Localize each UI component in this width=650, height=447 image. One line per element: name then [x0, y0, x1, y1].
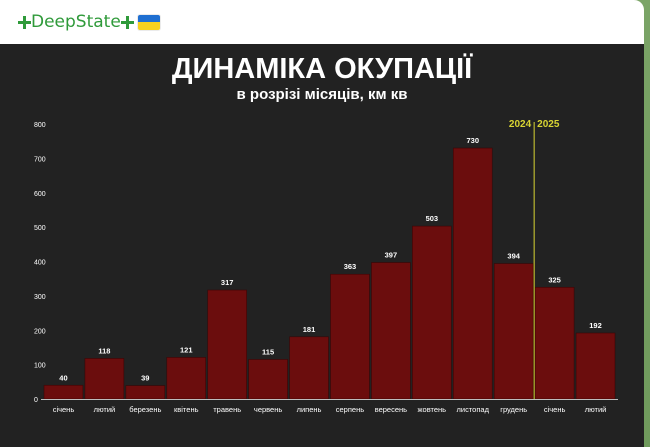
y-tick-label: 800 [34, 122, 46, 129]
y-tick-label: 0 [34, 397, 38, 404]
bar-value-label: 115 [262, 347, 274, 356]
bar-value-label: 192 [589, 321, 602, 330]
x-tick-label: серпень [336, 405, 364, 414]
bar-value-label: 730 [466, 136, 479, 145]
x-axis: січень лютий березень квітень травень червень… [41, 399, 618, 414]
bar [248, 359, 288, 400]
y-tick-label: 700 [34, 156, 46, 163]
bar [371, 262, 411, 400]
bar [412, 225, 452, 400]
ukraine-flag-icon [137, 14, 160, 30]
x-tick-label: червень [254, 405, 282, 414]
chart-image[interactable]: ДИНАМІКА ОКУПАЦІЇ в розрізі місяців, км … [0, 44, 644, 447]
y-axis: 0 100 200 300 400 500 600 700 800 [34, 122, 46, 404]
x-tick-label: травень [213, 405, 241, 414]
x-tick-label: лютий [585, 405, 607, 414]
x-tick-label: січень [544, 405, 566, 414]
bar [289, 336, 329, 400]
chart-svg: ДИНАМІКА ОКУПАЦІЇ в розрізі місяців, км … [34, 52, 618, 414]
message-header: DeepState [0, 0, 644, 44]
bar-value-label: 397 [385, 251, 398, 260]
year-label-left: 2024 [509, 119, 532, 130]
bar-value-label: 39 [141, 374, 149, 383]
bar [166, 357, 207, 400]
x-tick-label: грудень [500, 405, 527, 414]
x-tick-label: липень [297, 405, 322, 414]
bar [330, 273, 370, 400]
bars [43, 147, 616, 400]
bar [452, 147, 493, 400]
bar [207, 289, 247, 400]
y-tick-label: 400 [34, 260, 46, 267]
bar-value-label: 503 [426, 214, 439, 223]
bar [575, 332, 616, 400]
channel-name-label: DeepState [31, 12, 121, 32]
bar-value-label: 394 [507, 252, 520, 261]
y-tick-label: 200 [34, 328, 46, 335]
value-labels: 40 118 39 121 317 115 181 363 397 503 730 394 325 192 [59, 136, 602, 383]
green-cross-icon [18, 15, 31, 29]
y-tick-label: 600 [34, 191, 46, 198]
bar-value-label: 181 [303, 325, 316, 334]
x-tick-label: березень [129, 405, 161, 414]
year-divider: 2024 2025 [509, 119, 560, 399]
year-label-right: 2025 [537, 119, 560, 130]
x-tick-label: лютий [94, 405, 116, 414]
bar [43, 384, 84, 400]
x-tick-label: листопад [457, 405, 490, 414]
x-tick-label: жовтень [418, 405, 447, 414]
bar-value-label: 40 [59, 373, 67, 382]
y-tick-label: 300 [34, 294, 46, 301]
chart-subtitle: в розрізі місяців, км кв [237, 86, 408, 103]
bar [84, 358, 125, 400]
bar-value-label: 121 [180, 345, 193, 354]
bar [534, 286, 575, 400]
bar-value-label: 325 [548, 275, 561, 284]
bar-value-label: 317 [221, 278, 234, 287]
green-cross-icon [120, 15, 134, 29]
chart-title: ДИНАМІКА ОКУПАЦІЇ [172, 52, 473, 85]
x-tick-label: січень [53, 405, 75, 414]
bar [125, 385, 166, 400]
x-tick-label: вересень [375, 405, 407, 414]
bar-value-label: 363 [344, 262, 357, 271]
bar [493, 263, 534, 400]
y-tick-label: 500 [34, 225, 46, 232]
bar-value-label: 118 [98, 346, 110, 355]
channel-name[interactable]: DeepState [18, 12, 160, 32]
x-tick-label: квітень [174, 405, 199, 414]
y-tick-label: 100 [34, 363, 46, 370]
